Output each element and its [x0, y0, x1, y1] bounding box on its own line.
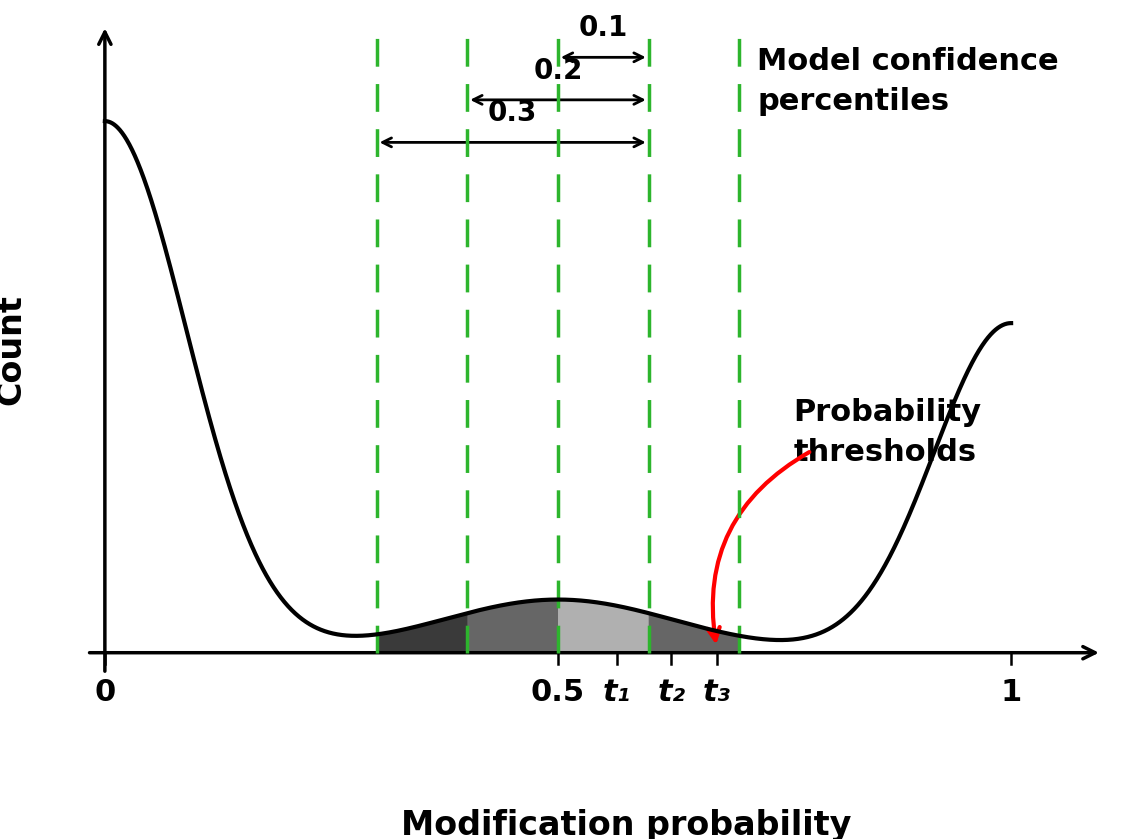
Text: Probability
thresholds: Probability thresholds — [793, 398, 982, 467]
Text: Count: Count — [0, 294, 27, 405]
Text: Model confidence
percentiles: Model confidence percentiles — [757, 47, 1059, 116]
Text: 0.3: 0.3 — [488, 100, 538, 128]
Text: Modification probability: Modification probability — [400, 810, 850, 839]
Text: 0.5: 0.5 — [531, 678, 585, 706]
Text: 1: 1 — [1000, 678, 1022, 706]
Text: 0: 0 — [94, 678, 116, 706]
Text: 0.1: 0.1 — [578, 14, 628, 43]
Text: t₃: t₃ — [703, 678, 730, 706]
Text: t₂: t₂ — [657, 678, 685, 706]
Text: 0.2: 0.2 — [533, 57, 583, 85]
Text: t₁: t₁ — [603, 678, 631, 706]
